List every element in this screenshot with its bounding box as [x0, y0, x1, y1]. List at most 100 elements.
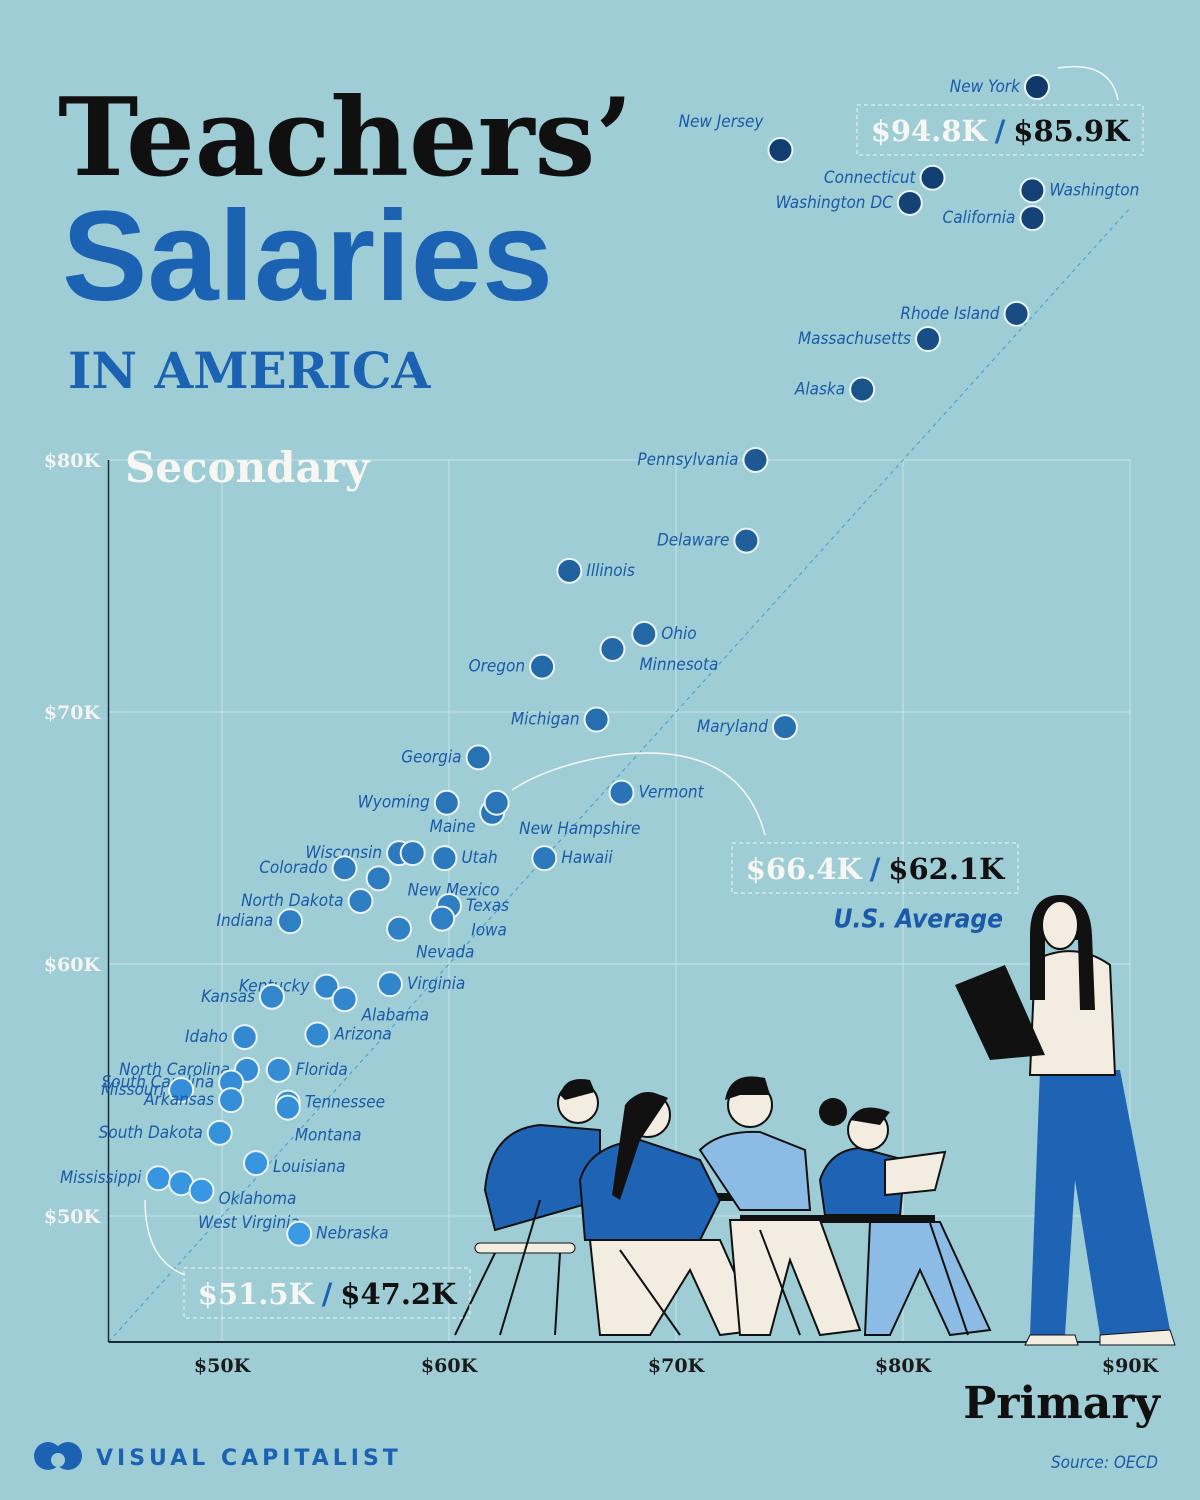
point [277, 908, 304, 935]
y-tick-label: $50K [44, 1206, 102, 1228]
point [218, 1087, 245, 1114]
point-label: Massachusetts [798, 329, 911, 349]
point [767, 137, 794, 164]
point-label: New Mexico [408, 880, 500, 900]
y-axis-label: Secondary [125, 443, 371, 492]
point [599, 636, 626, 662]
point-label: Iowa [471, 921, 507, 941]
point-label: Texas [466, 896, 509, 916]
x-tick-label: $90K [1102, 1355, 1160, 1377]
point [919, 164, 946, 191]
point-label: Colorado [259, 858, 327, 878]
point-label: Washington DC [776, 193, 894, 213]
callout: $51.5K / $47.2K [198, 1277, 458, 1311]
point-label: North Dakota [241, 891, 343, 911]
callout-x: $62.1K [888, 852, 1006, 886]
callout-sep: / [870, 852, 881, 886]
point-label: Connecticut [824, 168, 917, 188]
callout-y: $51.5K [198, 1277, 316, 1311]
point [896, 189, 923, 216]
callout-sep: / [995, 114, 1006, 148]
point-label: Vermont [639, 783, 705, 803]
point [465, 744, 492, 771]
point [243, 1150, 270, 1177]
point-label: Kansas [201, 987, 255, 1007]
point-label: Rhode Island [900, 304, 999, 324]
callout-caption: U.S. Average [834, 905, 1003, 935]
point [1003, 300, 1030, 327]
point [265, 1056, 292, 1083]
point [365, 865, 392, 892]
callout-x: $47.2K [340, 1277, 458, 1311]
point [188, 1177, 215, 1204]
callout-box [856, 104, 1144, 156]
point-label: Michigan [511, 710, 580, 730]
point [313, 973, 340, 1000]
subtitle: IN AMERICA [68, 341, 431, 400]
point-label: Wyoming [358, 793, 430, 813]
point [1023, 74, 1050, 101]
point-label: Wisconsin [305, 843, 382, 863]
point-label: Utah [461, 848, 497, 868]
logo [34, 1442, 82, 1470]
point [733, 527, 760, 554]
x-axis-label: Primary [963, 1378, 1161, 1429]
point-label: Mississippi [60, 1168, 142, 1188]
point [771, 714, 798, 741]
callout-y: $66.4K [746, 852, 864, 886]
callout-sep: / [322, 1277, 333, 1311]
point [631, 620, 658, 647]
point-label: California [943, 208, 1016, 228]
point-label: Oregon [469, 657, 526, 677]
brand: VISUAL CAPITALIST [96, 1446, 402, 1471]
point [331, 855, 358, 882]
y-tick-label: $60K [44, 954, 102, 976]
title2: Salaries [62, 185, 553, 328]
point [145, 1165, 172, 1192]
point-label: Minnesota [639, 655, 718, 675]
point-label: Indiana [216, 911, 273, 931]
point-label: Ohio [661, 624, 696, 644]
point-label: Montana [295, 1126, 362, 1146]
grid [107, 207, 1162, 1343]
point-label: Missouri [101, 1080, 165, 1100]
point-label: New York [950, 77, 1021, 97]
average-point [483, 789, 510, 816]
point-label: Nebraska [316, 1224, 388, 1244]
callout: $66.4K / $62.1K [746, 852, 1006, 886]
point-label: Alaska [794, 379, 845, 399]
x-tick-label: $70K [648, 1355, 706, 1377]
point-label: Florida [296, 1060, 348, 1080]
x-tick-label: $60K [421, 1355, 479, 1377]
x-tick-label: $80K [875, 1355, 933, 1377]
point [206, 1119, 233, 1146]
point-label: South Dakota [99, 1123, 203, 1143]
point-label: Virginia [407, 974, 465, 994]
point [376, 971, 403, 998]
point [849, 376, 876, 403]
point [431, 845, 458, 872]
point-label: North Carolina [119, 1060, 230, 1080]
point [742, 447, 769, 473]
point-label: Idaho [185, 1027, 228, 1047]
callout-box [731, 842, 1019, 894]
callout-y: $94.8K [871, 114, 989, 148]
title: Teachers’ [58, 75, 633, 201]
y-tick-label: $70K [44, 702, 102, 724]
point [331, 986, 358, 1013]
diagonal [108, 207, 1131, 1343]
x-tick-label: $50K [194, 1355, 252, 1377]
point [386, 915, 413, 942]
point-label: Pennsylvania [637, 450, 738, 470]
point [608, 779, 635, 806]
point-label: Georgia [401, 747, 461, 767]
point-label: Alabama [361, 1005, 429, 1025]
point-label: Nevada [416, 943, 474, 963]
point [1019, 177, 1046, 204]
illustration [454, 895, 1176, 1346]
point-label: Maryland [697, 717, 768, 737]
point [531, 845, 558, 872]
point [304, 1021, 331, 1048]
point-label: Arizona [333, 1025, 391, 1045]
point [429, 905, 456, 932]
